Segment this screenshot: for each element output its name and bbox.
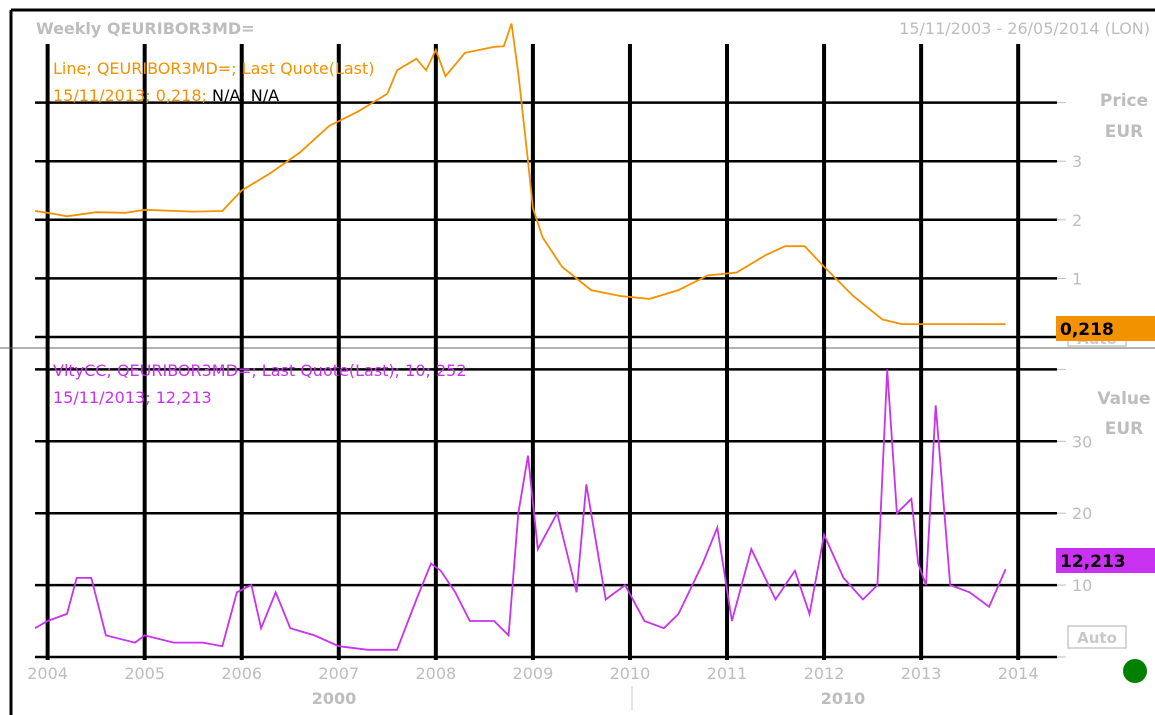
price-axis-label: Price <box>1100 91 1148 111</box>
decade-label-2000: 2000 <box>312 689 357 708</box>
price-legend-na: N/A; N/A <box>207 86 279 105</box>
x-tick-label-2013: 2013 <box>901 664 942 683</box>
volatility-legend-line1: VltyCC; QEURIBOR3MD=; Last Quote(Last); … <box>53 361 467 380</box>
green-dot-icon[interactable] <box>1123 659 1147 683</box>
x-tick-label-2004: 2004 <box>27 664 68 683</box>
volatility-auto-label[interactable]: Auto <box>1077 629 1117 647</box>
volatility-y-ticks: 30 20 10 <box>1057 368 1092 658</box>
volatility-last-value: 12,213 <box>1060 552 1126 572</box>
volatility-auto-box[interactable] <box>1067 625 1127 649</box>
price-panel: 3 2 1 Price EUR Line; QEURIBOR3MD=; Last Q… <box>34 23 1155 348</box>
x-tick-label-2005: 2005 <box>124 664 165 683</box>
x-tick-label-2009: 2009 <box>513 664 554 683</box>
price-series-line <box>34 23 1006 326</box>
price-last-value-badge <box>1056 316 1155 341</box>
chart-title: Weekly QEURIBOR3MD= <box>36 19 255 38</box>
x-tick-label-2014: 2014 <box>998 664 1039 683</box>
price-legend-line1: Line; QEURIBOR3MD=; Last Quote(Last) <box>53 59 375 78</box>
price-last-value: 0,218 <box>1060 320 1114 340</box>
volatility-tick-label-10: 10 <box>1072 576 1092 595</box>
price-axis-unit: EUR <box>1105 122 1144 142</box>
price-legend-line2: 15/11/2013; 0,218; N/A; N/A <box>53 86 279 105</box>
volatility-last-value-badge <box>1056 548 1155 573</box>
x-tick-label-2008: 2008 <box>415 664 456 683</box>
x-tick-label-2012: 2012 <box>804 664 845 683</box>
price-y-ticks: 3 2 1 <box>1057 102 1082 338</box>
x-tick-label-2007: 2007 <box>318 664 359 683</box>
decade-label-2010: 2010 <box>821 689 866 708</box>
volatility-axis-unit: EUR <box>1105 419 1144 439</box>
price-tick-label-3: 3 <box>1072 152 1082 171</box>
volatility-tick-label-20: 20 <box>1072 504 1092 523</box>
date-range: 15/11/2003 - 26/05/2014 (LON) <box>899 19 1150 38</box>
x-tick-label-2011: 2011 <box>707 664 748 683</box>
price-legend-values: 15/11/2013; 0,218; <box>53 86 207 105</box>
volatility-legend-line2: 15/11/2013; 12,213 <box>53 388 212 407</box>
volatility-tick-label-30: 30 <box>1072 432 1092 451</box>
volatility-series-line <box>34 369 1007 651</box>
price-tick-label-1: 1 <box>1072 269 1082 288</box>
x-tick-label-2010: 2010 <box>610 664 651 683</box>
vertical-gridlines <box>45 44 1021 660</box>
volatility-panel: 30 20 10 Value EUR VltyCC; QEURIBOR3MD=; L… <box>34 361 1155 658</box>
x-axis-ticks: 2004 2005 2006 2007 2008 2009 2010 2011 2012 2013… <box>27 664 1038 683</box>
x-tick-label-2006: 2006 <box>221 664 262 683</box>
price-tick-label-2: 2 <box>1072 211 1082 230</box>
volatility-axis-label: Value <box>1097 389 1150 409</box>
